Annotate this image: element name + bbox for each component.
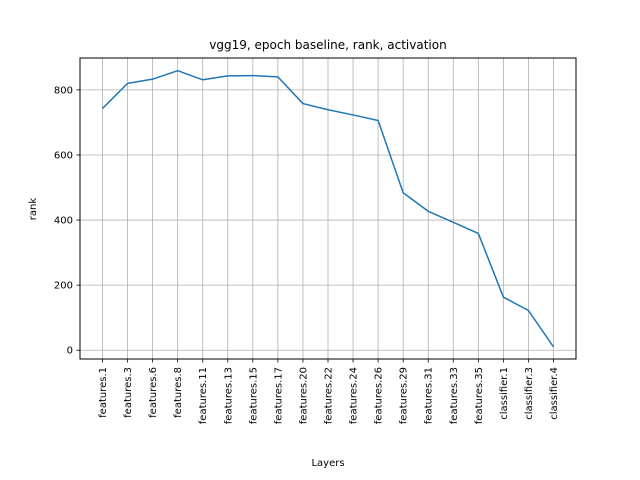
y-axis-label: rank bbox=[28, 198, 39, 221]
x-tick-label: features.22 bbox=[324, 367, 335, 424]
y-tick-label: 0 bbox=[67, 346, 73, 357]
x-tick-label: features.17 bbox=[273, 367, 284, 424]
y-tick-label: 200 bbox=[54, 281, 73, 292]
x-tick-label: features.6 bbox=[148, 367, 159, 418]
y-ticks: 0 200 400 600 800 bbox=[54, 85, 80, 357]
series-line bbox=[101, 69, 555, 348]
x-tick-label: features.29 bbox=[399, 367, 410, 424]
x-tick-label: features.26 bbox=[374, 367, 385, 424]
grid bbox=[80, 58, 576, 359]
x-tick-label: classifier.1 bbox=[499, 367, 510, 420]
x-tick-label: features.24 bbox=[349, 367, 360, 424]
x-tick-label: classifier.3 bbox=[524, 367, 535, 420]
y-tick-label: 600 bbox=[54, 150, 73, 161]
x-tick-label: features.11 bbox=[198, 367, 209, 424]
x-tick-label: features.35 bbox=[474, 367, 485, 424]
x-tick-label: features.1 bbox=[98, 367, 109, 418]
x-axis-label: Layers bbox=[311, 458, 344, 469]
x-tick-label: features.33 bbox=[449, 367, 460, 424]
x-tick-label: features.8 bbox=[173, 367, 184, 418]
x-tick-label: features.13 bbox=[223, 367, 234, 424]
y-tick-label: 400 bbox=[54, 216, 73, 227]
y-tick-label: 800 bbox=[54, 85, 73, 96]
x-tick-label: features.20 bbox=[298, 367, 309, 424]
x-tick-label: features.31 bbox=[424, 367, 435, 424]
chart-title: vgg19, epoch baseline, rank, activation bbox=[209, 38, 446, 52]
x-ticks: features.1 features.3 features.6 features.8… bbox=[98, 359, 560, 424]
x-tick-label: classifier.4 bbox=[549, 367, 560, 420]
x-tick-label: features.3 bbox=[123, 367, 134, 418]
x-tick-label: features.15 bbox=[248, 367, 259, 424]
